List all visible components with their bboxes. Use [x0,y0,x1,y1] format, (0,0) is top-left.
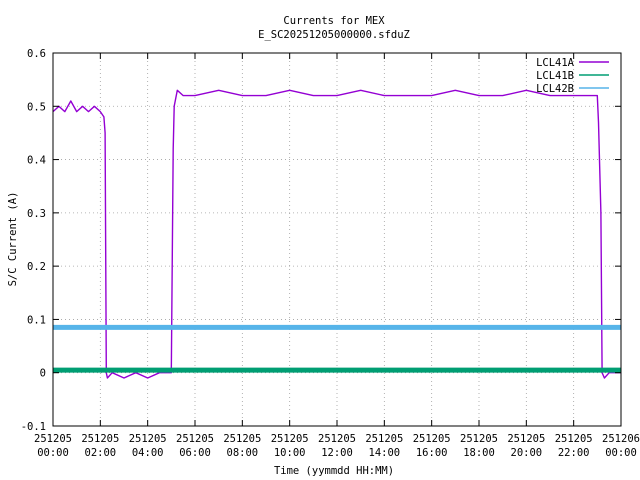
x-tick-time-label: 02:00 [85,447,117,459]
legend-label: LCL41B [536,70,574,82]
x-tick-time-label: 22:00 [558,447,590,459]
x-tick-date-label: 251205 [413,433,451,445]
x-tick-date-label: 251205 [223,433,261,445]
y-tick-label: 0.2 [27,261,46,273]
x-tick-time-label: 20:00 [511,447,543,459]
x-tick-time-label: 14:00 [369,447,401,459]
chart-subtitle: E_SC20251205000000.sfduZ [258,29,410,41]
x-tick-date-label: 251205 [507,433,545,445]
x-tick-date-label: 251205 [365,433,403,445]
x-tick-date-label: 251205 [176,433,214,445]
x-tick-time-label: 10:00 [274,447,306,459]
y-tick-label: 0.5 [27,101,46,113]
series-layer [52,89,621,379]
x-tick-time-label: 16:00 [416,447,448,459]
x-tick-date-label: 251205 [129,433,167,445]
x-tick-time-label: 04:00 [132,447,164,459]
y-tick-label: 0.3 [27,208,46,220]
series-lcl41a-line [52,89,621,379]
x-tick-date-label: 251205 [81,433,119,445]
x-tick-time-label: 06:00 [179,447,211,459]
x-tick-time-label: 00:00 [37,447,69,459]
x-tick-date-label: 251205 [460,433,498,445]
y-tick-label: 0.4 [27,155,46,167]
x-tick-date-label: 251205 [318,433,356,445]
x-tick-date-label: 251205 [555,433,593,445]
x-tick-time-label: 18:00 [463,447,495,459]
y-tick-label: 0 [40,368,46,380]
y-tick-label: 0.6 [27,48,46,60]
x-tick-date-label: 251205 [271,433,309,445]
x-tick-time-label: 08:00 [227,447,259,459]
legend-label: LCL42B [536,83,574,95]
y-axis-label: S/C Current (A) [7,192,19,287]
grid [53,53,621,426]
legend-label: LCL41A [536,57,575,69]
ticks: -0.1 0 0.1 0.2 0.3 0.4 0.5 0.6 251205 00:00 251205… [21,48,640,459]
x-tick-time-label: 12:00 [321,447,353,459]
x-axis-label: Time (yymmdd HH:MM) [274,465,394,477]
x-tick-date-label: 251206 [602,433,640,445]
x-tick-date-label: 251205 [34,433,72,445]
y-tick-label: 0.1 [27,314,46,326]
chart-title: Currents for MEX [283,15,385,27]
y-tick-label: -0.1 [21,421,46,433]
x-tick-time-label: 00:00 [605,447,637,459]
